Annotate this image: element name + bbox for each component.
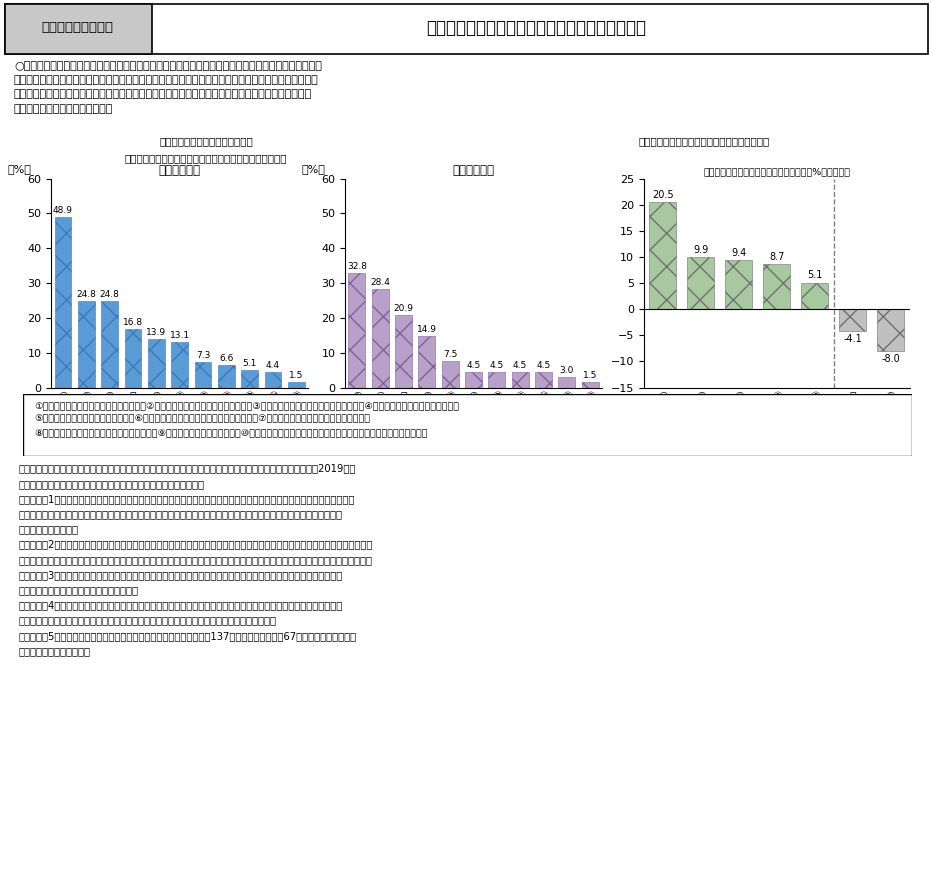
Bar [5,3,152,54]
Text: 24.8: 24.8 [100,290,119,299]
Text: 4.5: 4.5 [513,361,527,370]
Text: 5.1: 5.1 [243,359,257,368]
Text: 4.5: 4.5 [536,361,550,370]
Bar [241,370,258,388]
Bar [101,301,118,388]
Text: （%）: （%） [7,165,32,174]
Bar [288,382,305,388]
Bar [801,282,829,309]
Bar [418,335,435,388]
Text: 9.9: 9.9 [693,246,708,255]
Text: 5.1: 5.1 [807,271,822,280]
Text: 4.5: 4.5 [466,361,480,370]
Bar [511,372,528,388]
Text: 8.7: 8.7 [769,252,785,261]
Text: 20.5: 20.5 [652,190,674,200]
Bar [687,258,715,309]
Text: ○　労働生産性の向上に取り組めない企業の理由等をみると、人手の過不足感にかかわらず、「日々の
　業務遂行で精一杯のため」「有効な取組方法が分からないため」を挙げ: ○ 労働生産性の向上に取り組めない企業の理由等をみると、人手の過不足感にかかわら… [14,61,322,114]
Title: 人手適当企業: 人手適当企業 [453,165,494,178]
Bar [371,288,388,388]
Bar [558,377,575,388]
Text: （%）: （%） [301,165,326,174]
Text: ３年先を見据えて、労働生産性向上に取り組めない理由等: ３年先を見据えて、労働生産性向上に取り組めない理由等 [125,153,287,164]
Bar [725,260,752,309]
Bar [217,365,234,388]
Text: （２）人手不足企業と人手適当企業のギャップ: （２）人手不足企業と人手適当企業のギャップ [638,136,770,146]
Title: 人手不足企業: 人手不足企業 [159,165,201,178]
Bar [78,301,95,388]
Text: 労働生産性の向上に取り組めない理由等について: 労働生産性の向上に取り組めない理由等について [426,18,647,37]
Text: 32.8: 32.8 [347,262,367,271]
Bar [265,372,282,388]
Bar [465,372,481,388]
Bar [535,372,551,388]
Text: 28.4: 28.4 [370,278,390,287]
Bar [194,362,211,388]
Bar [582,382,599,388]
Bar [649,202,676,309]
Bar [147,339,165,388]
Bar [124,329,142,388]
Bar [172,342,188,388]
Bar [489,372,506,388]
Text: 7.3: 7.3 [196,351,210,360]
Text: -8.0: -8.0 [882,354,900,364]
Text: 13.9: 13.9 [146,328,166,337]
Text: 7.5: 7.5 [443,350,457,360]
Text: 1.5: 1.5 [289,371,303,381]
Bar [877,309,904,351]
Text: 資料出所　（独）労働政策研究・修機構「人手不足等をめぐる現状と働き方等に関する調査（企業調査票）」（2019年）
　　　　　の個票を厚生労働省政策統括官付政策統: 資料出所 （独）労働政策研究・修機構「人手不足等をめぐる現状と働き方等に関する調… [19,463,373,656]
Text: 第２－（１）－９図: 第２－（１）－９図 [41,21,114,34]
Text: ①有効な取り組み方法が分からないため、②段階的に事業廃止を進めていくため、③事業の方向性を見直す予定であるため、④日々の業務遂行で精一杯のため、
⑤ノウハウを持: ①有効な取り組み方法が分からないため、②段階的に事業廃止を進めていくため、③事業… [34,402,459,437]
Bar [54,217,71,388]
Text: -4.1: -4.1 [843,334,862,344]
Bar [839,309,867,331]
Text: 4.4: 4.4 [266,361,280,370]
Text: 6.6: 6.6 [219,354,233,362]
Text: （１）人手の過不足状況別にみた: （１）人手の過不足状況別にみた [159,136,253,146]
Text: 14.9: 14.9 [417,325,437,334]
Text: 48.9: 48.9 [53,206,73,215]
Bar [396,314,411,388]
Bar [442,361,459,388]
Text: 24.8: 24.8 [77,290,96,299]
Text: 16.8: 16.8 [123,318,143,327]
Bar [349,273,366,388]
Text: 9.4: 9.4 [731,248,746,258]
Bar [763,264,790,309]
Title: （「人手不足企業」－「人手適当企業」・%ポイント）: （「人手不足企業」－「人手適当企業」・%ポイント） [703,167,850,177]
Text: 13.1: 13.1 [170,331,189,340]
Text: 4.5: 4.5 [490,361,504,370]
Text: 3.0: 3.0 [560,366,574,375]
Text: 1.5: 1.5 [583,371,597,381]
Text: 20.9: 20.9 [394,304,413,313]
